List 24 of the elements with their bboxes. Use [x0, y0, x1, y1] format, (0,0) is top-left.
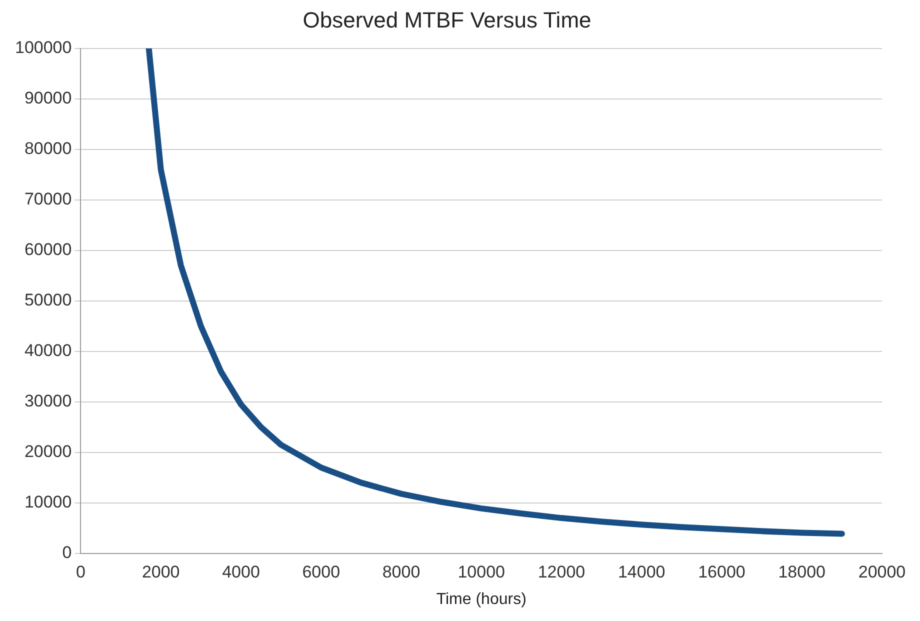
- x-tick-label: 14000: [618, 562, 666, 582]
- x-tick-label: 6000: [302, 562, 340, 582]
- y-tick-label: 70000: [24, 190, 72, 209]
- y-tick-label: 100000: [14, 38, 72, 58]
- x-tick-label: 10000: [458, 562, 506, 582]
- x-tick-label: 16000: [698, 562, 746, 582]
- x-axis-title: Time (hours): [436, 590, 526, 608]
- y-tick-label: 0: [62, 543, 72, 562]
- y-tick-label: 80000: [24, 139, 72, 158]
- y-tick-label: 90000: [24, 88, 72, 108]
- y-tick-label: 50000: [24, 290, 72, 310]
- y-tick-label: 10000: [24, 492, 72, 512]
- x-tick-label: 2000: [142, 562, 180, 582]
- x-tick-label: 0: [76, 562, 86, 582]
- x-tick-label: 4000: [222, 562, 260, 582]
- x-tick-label: 12000: [538, 562, 586, 582]
- y-tick-label: 20000: [24, 442, 72, 462]
- x-tick-label: 18000: [778, 562, 826, 582]
- y-tick-label: 40000: [24, 341, 72, 360]
- x-tick-label: 8000: [382, 562, 420, 582]
- chart-title: Observed MTBF Versus Time: [302, 7, 592, 32]
- y-tick-label: 30000: [24, 392, 72, 411]
- x-tick-label: 20000: [858, 562, 906, 582]
- y-tick-label: 60000: [24, 240, 72, 260]
